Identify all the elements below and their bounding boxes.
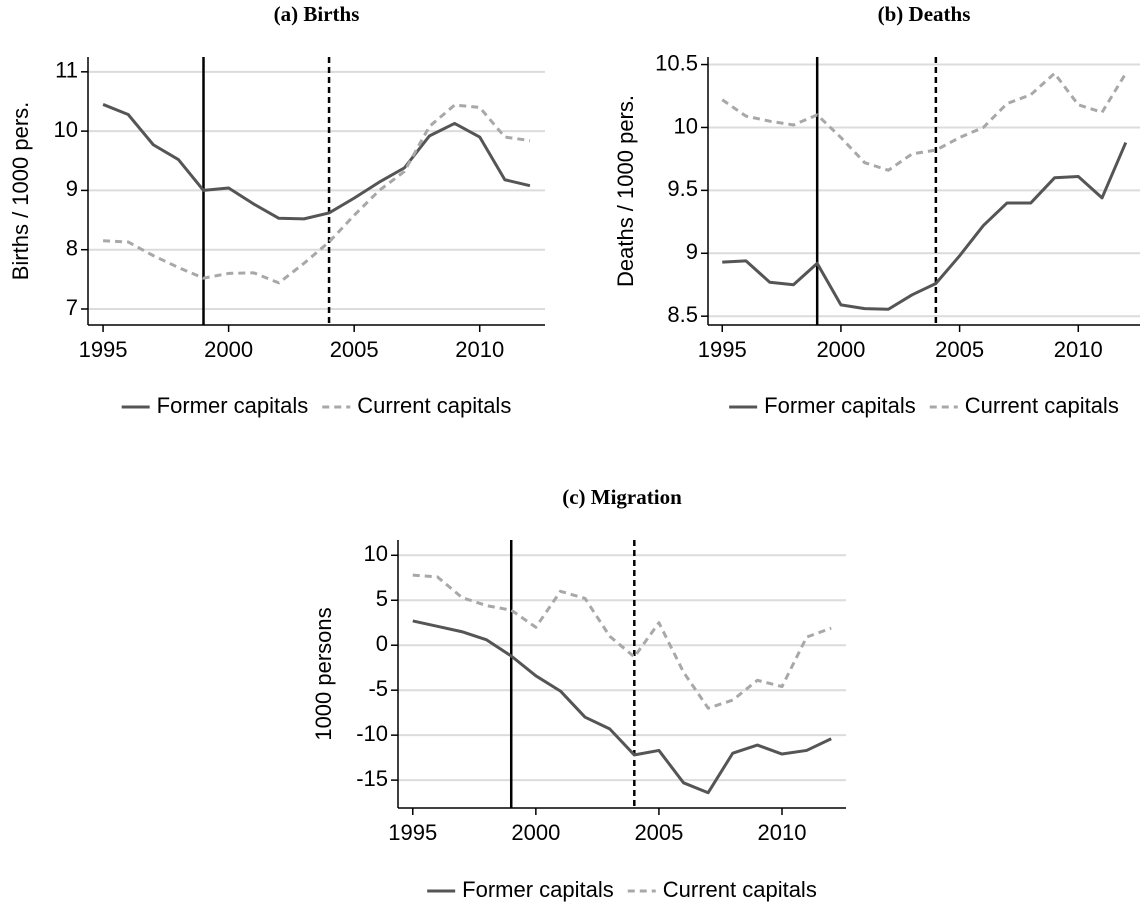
data-line — [412, 573, 832, 710]
data-line — [722, 141, 1128, 311]
y-tick-label: -5 — [368, 676, 388, 701]
y-axis-label: Births / 1000 pers. — [8, 102, 33, 281]
legend: Former capitals Current capitals — [427, 877, 817, 902]
y-tick-label: -10 — [356, 721, 388, 746]
x-tick-label: 2005 — [330, 337, 379, 362]
legend: Former capitals Current capitals — [121, 393, 511, 418]
y-tick-label: 9 — [66, 176, 78, 201]
x-tick-label: 1995 — [388, 820, 437, 845]
y-tick-label: 8.5 — [667, 302, 698, 327]
x-tick-label: 2000 — [511, 820, 560, 845]
y-tick-label: 5 — [376, 586, 388, 611]
y-tick-label: 10 — [364, 541, 388, 566]
data-line — [102, 103, 531, 285]
x-tick-label: 2005 — [634, 820, 683, 845]
y-tick-label: 9 — [686, 239, 698, 264]
legend-label: Former capitals — [462, 877, 614, 902]
x-tick-label: 2005 — [935, 337, 984, 362]
y-tick-label: 0 — [376, 631, 388, 656]
x-tick-label: 1995 — [698, 337, 747, 362]
data-line — [102, 103, 531, 221]
y-axis-label: Deaths / 1000 pers. — [613, 95, 638, 287]
legend-label: Current capitals — [663, 877, 817, 902]
y-tick-label: 11 — [55, 58, 78, 83]
y-tick-label: 7 — [66, 295, 78, 320]
legend-label: Current capitals — [357, 393, 511, 418]
y-tick-label: -15 — [356, 766, 388, 791]
y-tick-label: 9.5 — [667, 176, 698, 201]
chart-title: (a) Births — [274, 2, 360, 26]
legend-label: Current capitals — [965, 393, 1119, 418]
data-line — [721, 71, 1128, 172]
legend: Former capitals Current capitals — [729, 393, 1119, 418]
x-tick-label: 2010 — [758, 820, 807, 845]
x-tick-label: 2010 — [455, 337, 504, 362]
y-tick-label: 10.5 — [655, 50, 698, 75]
chart-title: (b) Deaths — [878, 2, 971, 26]
chart-title: (c) Migration — [562, 485, 682, 509]
y-tick-label: 8 — [66, 236, 78, 261]
y-tick-label: 10 — [54, 117, 78, 142]
x-tick-label: 2000 — [816, 337, 865, 362]
x-tick-label: 1995 — [79, 337, 128, 362]
y-tick-label: 10 — [674, 113, 698, 138]
x-tick-label: 2010 — [1054, 337, 1103, 362]
x-tick-label: 2000 — [204, 337, 253, 362]
legend-label: Former capitals — [157, 393, 309, 418]
legend-label: Former capitals — [764, 393, 916, 418]
data-line — [412, 619, 832, 795]
y-axis-label: 1000 persons — [311, 607, 336, 740]
